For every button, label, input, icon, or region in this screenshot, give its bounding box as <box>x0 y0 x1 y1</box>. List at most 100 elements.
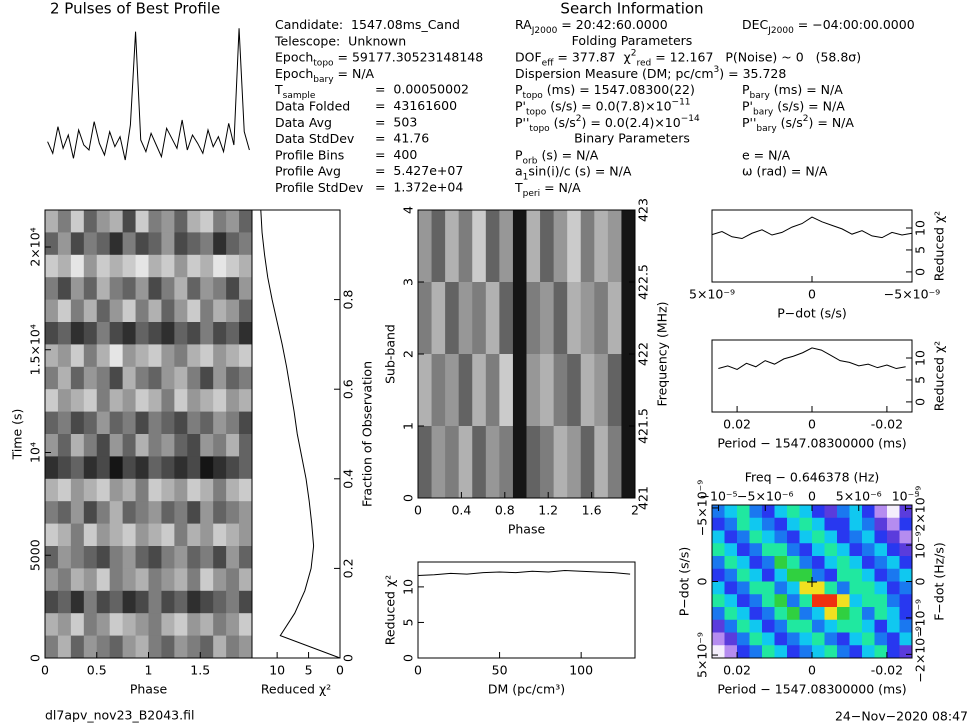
cell <box>83 546 98 569</box>
cell <box>122 478 136 502</box>
cell <box>122 568 136 592</box>
cell <box>887 505 900 519</box>
text-run: = 59177.30523148148 <box>334 49 484 64</box>
info-line: a1sin(i)/c (s) = N/A <box>515 163 632 182</box>
text-run: bary <box>753 107 774 117</box>
cell <box>787 568 800 582</box>
cell <box>187 322 201 345</box>
cell <box>83 590 98 614</box>
cell <box>594 426 609 499</box>
text-run: P' <box>515 98 526 113</box>
cell <box>83 568 98 592</box>
cell <box>737 581 750 595</box>
cell <box>200 613 214 636</box>
cell <box>109 254 124 278</box>
cell <box>135 299 149 323</box>
tick-label: 10 <box>913 350 928 366</box>
cell <box>57 210 72 233</box>
tick-label: 0 <box>414 663 422 678</box>
cell <box>213 478 227 502</box>
cell <box>445 426 460 499</box>
cell <box>239 434 253 457</box>
tick-label: 5 <box>305 663 313 678</box>
cell <box>213 366 227 390</box>
cell <box>135 389 149 412</box>
cell <box>485 354 500 427</box>
cell <box>837 505 850 519</box>
cell <box>200 277 214 300</box>
cell <box>213 456 227 480</box>
text-run: P' <box>742 98 753 113</box>
text-run: Epoch <box>275 49 313 64</box>
cell <box>737 594 750 608</box>
cell <box>96 277 111 300</box>
cell <box>109 232 124 256</box>
text-run: (s/s) = 0.0(7.8)×10 <box>546 98 671 113</box>
info-line: Porb (s) = N/A <box>515 147 599 166</box>
tick-label: 10⁴ <box>28 442 43 463</box>
cell <box>187 635 201 659</box>
cell <box>887 543 900 557</box>
cell <box>96 434 111 457</box>
text-run: Candidate: 1547.08ms_Cand <box>275 17 460 32</box>
cell <box>824 543 838 557</box>
cell <box>239 411 253 435</box>
cell <box>70 232 85 256</box>
cell <box>96 456 111 480</box>
text-run: P'' <box>742 114 756 129</box>
cell <box>226 299 240 323</box>
text-run: 2 <box>803 113 809 123</box>
cell <box>499 354 514 427</box>
text-run: Telescope: Unknown <box>274 33 406 48</box>
cell <box>70 613 85 636</box>
cell <box>787 607 800 621</box>
cell <box>45 568 59 592</box>
cell <box>45 254 59 278</box>
cell <box>70 635 85 659</box>
tick-label: 0.02 <box>723 417 751 432</box>
cell <box>226 613 240 636</box>
cell <box>148 568 162 592</box>
cell <box>70 478 85 502</box>
tick-label: 5×10⁻⁹ <box>689 287 735 302</box>
info-label: Candidate: 1547.08ms_Cand <box>275 17 460 32</box>
cell <box>161 254 175 278</box>
cell <box>712 607 725 621</box>
text-run: ω (rad) = N/A <box>742 163 828 178</box>
cell <box>122 523 136 547</box>
cell <box>749 607 763 621</box>
y2-axis-title: F−dot (Hz/s) <box>932 542 947 621</box>
cell <box>83 299 98 323</box>
cell <box>712 594 725 608</box>
cell <box>57 456 72 480</box>
info-value: = 43161600 <box>375 98 457 113</box>
cell <box>526 354 541 427</box>
cell <box>200 344 214 368</box>
cell <box>200 322 214 345</box>
cell <box>148 434 162 457</box>
cell <box>226 635 240 659</box>
cell <box>431 354 446 427</box>
cell <box>540 354 555 427</box>
cell <box>109 635 124 659</box>
best-marker <box>807 577 817 587</box>
cell <box>621 210 636 283</box>
x-axis-title: Period − 1547.08300000 (ms) <box>717 682 906 697</box>
cell <box>887 581 900 595</box>
cell <box>553 210 568 283</box>
cell <box>109 434 124 457</box>
cell <box>96 590 111 614</box>
cell <box>787 543 800 557</box>
cell <box>431 210 446 283</box>
cell <box>200 546 214 569</box>
cell <box>45 613 59 636</box>
info-line: Tperi = N/A <box>514 180 581 199</box>
x-axis-title: Reduced χ² <box>261 682 331 697</box>
tick-label: 0.4 <box>451 503 471 518</box>
cell <box>762 517 775 531</box>
text-run: red <box>636 58 651 68</box>
cell <box>824 632 838 646</box>
cell <box>812 607 825 621</box>
cell <box>837 568 850 582</box>
